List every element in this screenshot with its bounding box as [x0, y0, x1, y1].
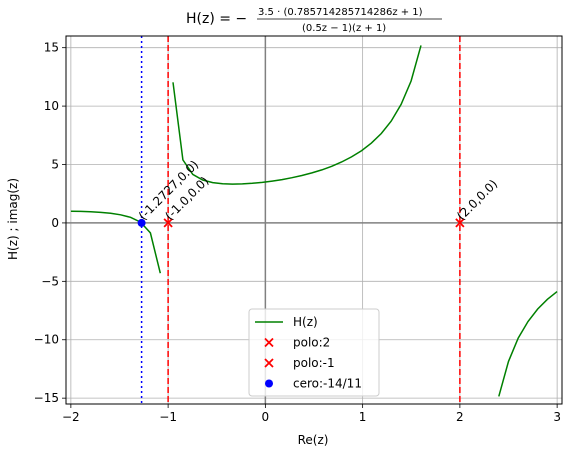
x-axis-label: Re(z) [298, 433, 329, 447]
y-tick-label: −15 [34, 391, 59, 405]
legend-zero-swatch [265, 379, 273, 388]
y-tick-label: −5 [41, 274, 59, 288]
legend: H(z) polo:2 polo:-1 cero:-14/11 [248, 308, 380, 397]
x-tick-label: 1 [359, 410, 367, 424]
chart-title: H(z) = − 3.5 · (0.785714285714286z + 1) … [186, 7, 442, 34]
x-tick-label: 2 [456, 410, 464, 424]
series-line-segment [498, 291, 558, 397]
point-annotation: (2.0,0.0) [454, 177, 500, 223]
x-tick-label: −2 [62, 410, 80, 424]
plot-frame [65, 35, 563, 405]
x-tick-label: 0 [262, 410, 270, 424]
x-tick-label: 3 [553, 410, 561, 424]
pole-marker [455, 218, 465, 228]
legend-box [248, 308, 380, 397]
pole-marker [163, 218, 173, 228]
series-line-segment [70, 210, 162, 274]
legend-pole-swatch [264, 337, 274, 348]
chart-title-numerator: 3.5 · (0.785714285714286z + 1) [258, 7, 423, 18]
legend-label: polo:-1 [293, 356, 335, 370]
y-tick-label: 0 [51, 216, 59, 230]
series-line-segment [172, 45, 422, 185]
y-tick-label: 15 [44, 41, 59, 55]
y-tick-label: 10 [44, 99, 59, 113]
legend-pole-swatch [264, 358, 274, 368]
legend-label: polo:2 [293, 336, 330, 350]
markers [137, 218, 465, 228]
y-axis-label: H(z) ; imag(z) [6, 178, 20, 260]
chart-title-main: H(z) = − [186, 11, 247, 27]
legend-label: cero:-14/11 [293, 377, 362, 391]
annotations: (-1.2727,0.0)(-1.0,0.0) (2.0,0.0) [136, 158, 501, 223]
reference-lines [140, 36, 461, 404]
y-tick-label: −10 [34, 333, 59, 347]
legend-label: H(z) [293, 315, 318, 329]
y-tick-label: 5 [51, 158, 59, 172]
x-tick-label: −1 [159, 410, 177, 424]
chart-title-denominator: (0.5z − 1)(z + 1) [302, 23, 386, 34]
series [70, 45, 558, 397]
zero-marker [137, 218, 146, 227]
